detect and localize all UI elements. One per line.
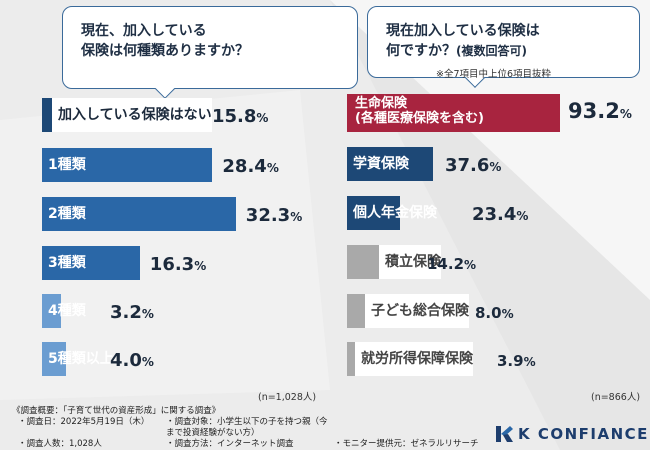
left-sample-size: (n=1,028人): [258, 392, 317, 403]
right-bar-row: 個人年金保険 23.4%: [347, 196, 637, 230]
percent-sign: %: [523, 355, 536, 369]
right-bar: [347, 94, 560, 132]
left-bar-label: 2種類: [48, 206, 86, 222]
right-bar-row: 積立保険 14.2%: [347, 245, 637, 279]
left-bar-row: 4種類 3.2%: [42, 294, 292, 328]
left-bar-row: 加入している保険はない 15.8%: [42, 98, 292, 132]
footer-item: [334, 417, 484, 439]
right-question-line2: 何ですか？: [386, 43, 456, 59]
right-bar-row: 就労所得保障保険 3.9%: [347, 342, 637, 376]
left-bar: [42, 294, 62, 328]
right-bar-label: 個人年金保険: [353, 205, 437, 221]
left-bar-label: 5種類以上: [48, 351, 114, 367]
percent-sign: %: [194, 259, 207, 273]
left-bar-row: 2種類 32.3%: [42, 197, 302, 231]
right-bar-label: 生命保険 (各種医療保険を含む): [355, 94, 484, 132]
right-sample-size: (n=866人): [591, 392, 641, 403]
left-question-line1: 現在、加入している: [81, 23, 207, 39]
right-question-line1: 現在加入している保険は: [386, 23, 540, 39]
left-question-line2: 保険は何種類ありますか？: [81, 43, 249, 59]
footer-item: ・モニター提供元：ゼネラルリサーチ: [334, 439, 479, 449]
percent-sign: %: [266, 161, 279, 175]
left-bar: [42, 148, 213, 182]
k-confiance-logo: K CONFIANCE: [495, 424, 649, 444]
footer-title: 《調査概要：「子育て世代の資産形成」に関する調査》: [12, 406, 221, 416]
right-bar-label: 就労所得保障保険: [347, 342, 473, 376]
left-bar-value: 4.0%: [110, 350, 154, 371]
left-bar-row: 3種類 16.3%: [42, 246, 292, 280]
right-bar: [347, 196, 401, 230]
left-bar: [42, 246, 140, 280]
right-bar-value: 3.9%: [497, 352, 536, 370]
right-bar-value: 8.0%: [475, 304, 514, 322]
left-bar-row: 5種類以上 4.0%: [42, 342, 292, 376]
footer-item: ・調査方法：インターネット調査: [166, 439, 294, 449]
survey-footer: 《調査概要：「子育て世代の資産形成」に関する調査》 ・調査日：2022年5月19…: [12, 406, 484, 450]
percent-sign: %: [290, 210, 303, 224]
k-confiance-logo-icon: [496, 426, 513, 442]
left-bar-value: 3.2%: [110, 302, 154, 323]
left-bar-value: 28.4%: [222, 156, 279, 177]
percent-sign: %: [501, 307, 514, 321]
percent-sign: %: [141, 355, 154, 369]
right-bar-value: 14.2%: [427, 255, 477, 273]
left-bar: [42, 342, 66, 376]
right-bar: [347, 147, 433, 181]
footer-item: ・調査対象：小学生以下の子を持つ親（今まで投資経験がない方）: [166, 417, 328, 438]
right-bar-value: 93.2%: [568, 99, 632, 123]
left-bar-label: 3種類: [48, 255, 86, 271]
footer-items: ・調査日：2022年5月19日（木） ・調査対象：小学生以下の子を持つ親（今まで…: [12, 417, 484, 450]
left-question-card: 現在、加入している 保険は何種類ありますか？: [62, 6, 358, 89]
right-bar-value: 23.4%: [472, 204, 529, 225]
percent-sign: %: [619, 107, 632, 121]
right-bar-label: 子ども総合保険: [347, 294, 469, 328]
percent-sign: %: [489, 160, 502, 174]
right-bar-row: 子ども総合保険 8.0%: [347, 294, 637, 328]
footer-item: ・調査日：2022年5月19日（木）: [18, 417, 150, 427]
label-line: (各種医療保険を含む): [355, 111, 484, 126]
left-bar-label: 加入している保険はない: [42, 98, 212, 132]
right-bar-label: 積立保険: [347, 245, 441, 279]
right-question-card: 現在加入している保険は 何ですか？(複数回答可): [367, 6, 640, 78]
left-bar-label: 4種類: [48, 303, 86, 319]
right-bar-value: 37.6%: [445, 155, 502, 176]
right-note: ※全7項目中上位6項目抜粋: [436, 69, 552, 80]
percent-sign: %: [256, 111, 269, 125]
percent-sign: %: [516, 209, 529, 223]
left-bar-label: 1種類: [48, 157, 86, 173]
right-bar-row: 生命保険 (各種医療保険を含む) 93.2%: [347, 94, 637, 132]
left-bar-row: 1種類 28.4%: [42, 148, 292, 182]
percent-sign: %: [141, 307, 154, 321]
percent-sign: %: [464, 258, 477, 272]
footer-item: ・調査人数：1,028人: [18, 439, 102, 449]
right-bar-label: 学資保険: [353, 156, 409, 172]
logo-text: K CONFIANCE: [518, 425, 649, 443]
label-line: 生命保険: [355, 96, 408, 111]
left-bar-value: 16.3%: [149, 254, 207, 275]
left-bar-value: 32.3%: [245, 205, 303, 226]
right-bar-row: 学資保険 37.6%: [347, 147, 637, 181]
left-bar-value: 15.8%: [212, 106, 269, 127]
left-bar: [42, 197, 236, 231]
right-question-sub: (複数回答可): [456, 44, 527, 58]
